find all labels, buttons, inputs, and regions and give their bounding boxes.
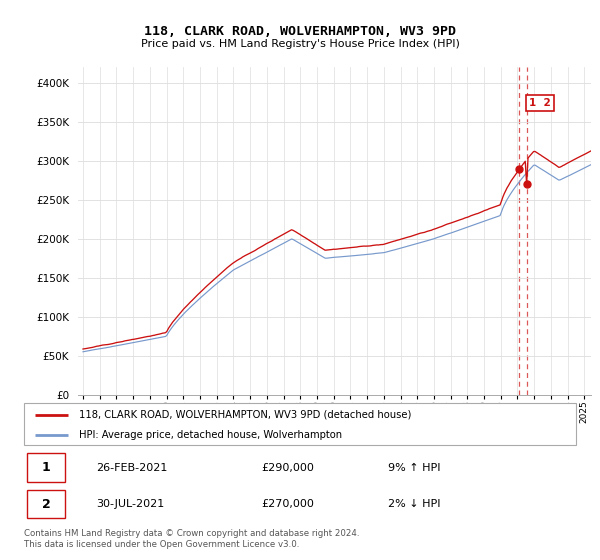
Text: HPI: Average price, detached house, Wolverhampton: HPI: Average price, detached house, Wolv… <box>79 430 343 440</box>
Text: Price paid vs. HM Land Registry's House Price Index (HPI): Price paid vs. HM Land Registry's House … <box>140 39 460 49</box>
Text: 9% ↑ HPI: 9% ↑ HPI <box>388 463 441 473</box>
Text: 1  2: 1 2 <box>529 98 550 108</box>
Text: 26-FEB-2021: 26-FEB-2021 <box>96 463 167 473</box>
Text: 30-JUL-2021: 30-JUL-2021 <box>96 499 164 509</box>
Text: Contains HM Land Registry data © Crown copyright and database right 2024.
This d: Contains HM Land Registry data © Crown c… <box>24 529 359 549</box>
Text: £290,000: £290,000 <box>262 463 314 473</box>
FancyBboxPatch shape <box>24 403 576 445</box>
Text: 1: 1 <box>42 461 50 474</box>
FancyBboxPatch shape <box>27 454 65 482</box>
Text: 118, CLARK ROAD, WOLVERHAMPTON, WV3 9PD: 118, CLARK ROAD, WOLVERHAMPTON, WV3 9PD <box>144 25 456 38</box>
Text: £270,000: £270,000 <box>262 499 314 509</box>
Text: 118, CLARK ROAD, WOLVERHAMPTON, WV3 9PD (detached house): 118, CLARK ROAD, WOLVERHAMPTON, WV3 9PD … <box>79 410 412 420</box>
FancyBboxPatch shape <box>27 490 65 518</box>
Text: 2% ↓ HPI: 2% ↓ HPI <box>388 499 441 509</box>
Text: 2: 2 <box>42 497 50 511</box>
